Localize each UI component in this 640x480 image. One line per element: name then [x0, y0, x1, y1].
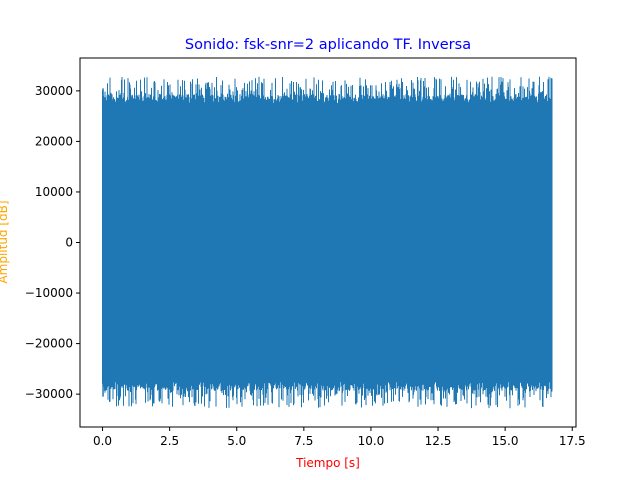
x-axis-ticks: 0.0 2.5 5.0 7.5 10.0 12.5 15.0 17.5	[93, 427, 586, 448]
y-tick-label: −10000	[25, 286, 73, 300]
y-tick-label: −30000	[25, 387, 73, 401]
chart-title: Sonido: fsk-snr=2 aplicando TF. Inversa	[185, 37, 471, 53]
y-tick-label: 10000	[35, 185, 73, 199]
x-tick-label: 0.0	[93, 434, 112, 448]
y-tick-label: −20000	[25, 337, 73, 351]
x-tick-label: 7.5	[294, 434, 313, 448]
x-tick-label: 17.5	[559, 434, 586, 448]
x-tick-label: 10.0	[358, 434, 385, 448]
y-axis-label: Amplitud [dB]	[0, 200, 10, 283]
x-axis-label: Tiempo [s]	[295, 456, 360, 470]
y-axis-ticks: −30000 −20000 −10000 0 10000 20000 30000	[25, 84, 80, 401]
x-tick-label: 2.5	[160, 434, 179, 448]
x-tick-label: 12.5	[425, 434, 452, 448]
y-tick-label: 30000	[35, 84, 73, 98]
signal-series	[102, 76, 553, 409]
x-tick-label: 5.0	[227, 434, 246, 448]
signal-line	[102, 76, 553, 409]
y-tick-label: 0	[65, 236, 73, 250]
x-tick-label: 15.0	[492, 434, 519, 448]
y-tick-label: 20000	[35, 134, 73, 148]
